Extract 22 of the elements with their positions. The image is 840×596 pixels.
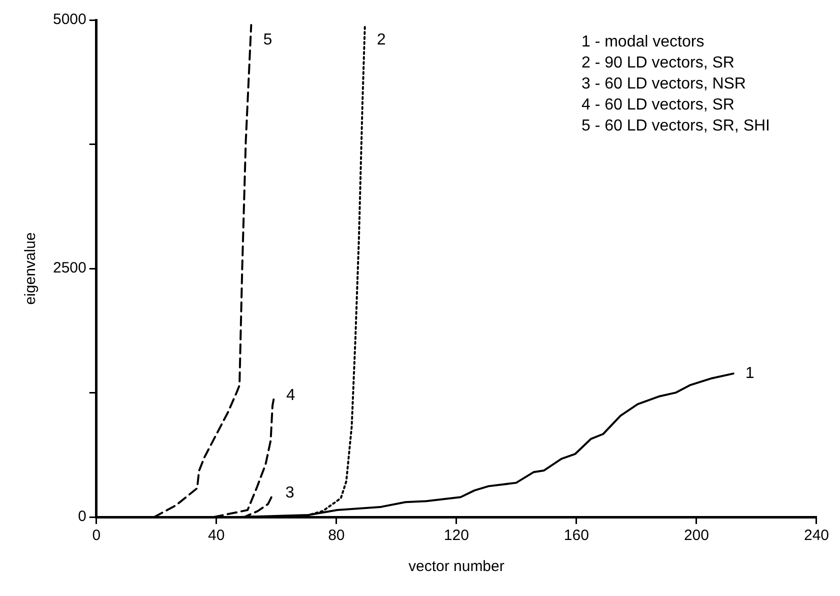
- x-axis-title: vector number: [408, 558, 504, 576]
- annotation: 4 - 60 LD vectors, SR: [581, 96, 734, 114]
- x-tick-label: 80: [328, 527, 345, 544]
- series-label: 2: [376, 31, 386, 48]
- y-tick-label: 0: [78, 508, 86, 526]
- y-axis-title: eigenvalue: [22, 232, 40, 305]
- series-label: 3: [285, 484, 294, 502]
- x-tick-label: 240: [804, 527, 829, 544]
- y-tick-label: 2500: [52, 260, 86, 277]
- annotation: 3 - 60 LD vectors, NSR: [581, 75, 746, 92]
- series-label: 5: [263, 31, 272, 48]
- annotation: 5 - 60 LD vectors, SR, SHI: [581, 117, 770, 134]
- x-tick-label: 0: [92, 527, 101, 544]
- x-tick-label: 200: [684, 527, 709, 544]
- series-label: 1: [745, 364, 754, 382]
- x-tick-label: 160: [564, 527, 589, 544]
- y-tick-label: 5000: [52, 11, 86, 28]
- series-label: 4: [286, 387, 296, 404]
- x-tick-label: 40: [208, 527, 225, 544]
- x-tick-label: 120: [444, 527, 469, 544]
- annotation: 2 - 90 LD vectors, SR: [581, 54, 734, 72]
- annotation: 1 - modal vectors: [581, 33, 704, 50]
